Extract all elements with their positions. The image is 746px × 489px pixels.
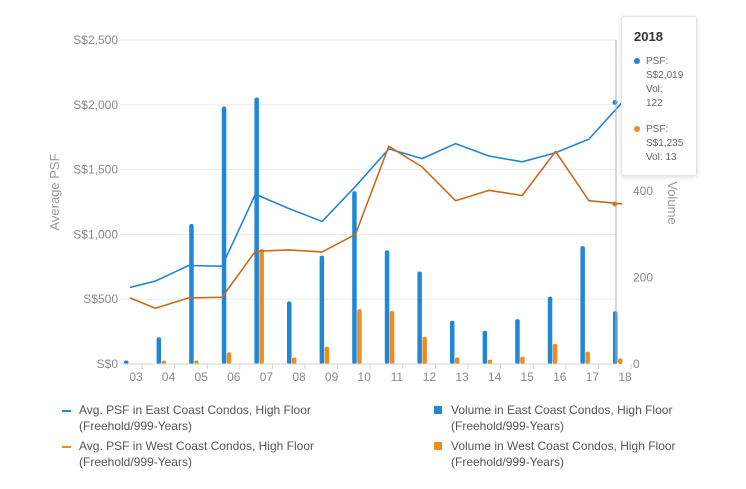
bar-east-volume	[352, 191, 357, 364]
bar-west-volume	[194, 360, 199, 364]
bar-east-volume	[156, 337, 162, 364]
y-axis-right-title: Volume	[665, 181, 680, 224]
x-tick-label: 14	[488, 370, 502, 384]
legend-label: Volume in West Coast Condos, High Floor …	[451, 439, 676, 469]
x-tick-label: 07	[260, 370, 274, 384]
bar-east-volume	[580, 246, 585, 364]
legend-label: Avg. PSF in East Coast Condos, High Floo…	[79, 403, 311, 433]
x-tick-label: 11	[391, 370, 404, 384]
legend-item-east-psf[interactable]: Avg. PSF in East Coast Condos, High Floo…	[62, 402, 344, 434]
bar-east-volume	[221, 106, 227, 364]
y-left-tick-label: S$1,000	[73, 227, 118, 241]
y-left-tick-label: S$2,500	[73, 33, 118, 47]
bar-east-volume	[515, 319, 520, 364]
x-tick-label: 09	[325, 370, 339, 384]
y-left-tick-label: S$0	[97, 357, 119, 371]
x-tick-label: 08	[292, 370, 306, 384]
x-tick-label: 06	[227, 370, 241, 384]
point-west-psf-2018	[612, 201, 618, 207]
bar-west-volume	[389, 310, 395, 364]
x-tick-label: 04	[162, 370, 176, 384]
bar-west-volume	[324, 346, 330, 364]
bar-east-volume	[417, 271, 422, 364]
bar-west-volume	[585, 351, 590, 364]
bar-west-volume	[618, 358, 623, 364]
y-right-tick-label: 400	[633, 184, 653, 198]
legend-box-marker	[434, 442, 442, 450]
tooltip-year: 2018	[634, 29, 663, 44]
x-tick-label: 13	[455, 370, 469, 384]
legend-box-marker	[434, 406, 442, 414]
x-tick-label: 15	[521, 370, 535, 384]
tooltip-row-west: PSF: S$1,235 Vol: 13	[634, 123, 683, 165]
legend-item-west-psf[interactable]: Avg. PSF in West Coast Condos, High Floo…	[62, 438, 344, 470]
legend-label: Volume in East Coast Condos, High Floor …	[451, 403, 673, 433]
y-right-tick-label: 0	[633, 357, 640, 371]
gridlines	[120, 39, 616, 300]
tooltip: 2018 PSF: S$2,019 Vol: 122 PSF: S$1,235 …	[621, 16, 697, 176]
x-tick-label: 10	[358, 370, 372, 384]
y-right-tick-label: 200	[633, 271, 653, 285]
bar-east-volume	[287, 301, 292, 364]
bar-west-volume	[161, 360, 167, 364]
bar-west-volume	[422, 336, 427, 364]
point-east-psf-2018	[612, 99, 618, 105]
bar-west-volume	[455, 357, 460, 364]
bar-west-volume	[520, 356, 525, 364]
volume-bars	[124, 97, 623, 365]
bar-east-volume	[450, 320, 455, 364]
line-west-psf	[129, 145, 623, 310]
bar-east-volume	[547, 296, 553, 364]
x-tick-label: 03	[129, 370, 143, 384]
psf-lines	[129, 99, 623, 310]
tooltip-dot-east	[634, 58, 640, 64]
bar-west-volume	[259, 249, 264, 364]
legend-line-marker	[62, 410, 71, 412]
legend: Avg. PSF in East Coast Condos, High Floo…	[62, 402, 732, 476]
axes: S$0 S$500 S$1,000 S$1,500 S$2,000 S$2,500 0 200…	[73, 33, 653, 384]
tooltip-text-west: PSF: S$1,235 Vol: 13	[646, 124, 684, 163]
x-tick-label: 12	[423, 370, 437, 384]
bar-west-volume	[292, 357, 297, 364]
bar-east-volume	[319, 255, 325, 364]
tooltip-dot-west	[634, 126, 640, 132]
bar-east-volume	[189, 224, 194, 364]
x-tick-label: 18	[618, 370, 632, 384]
bar-east-volume	[254, 97, 259, 365]
tooltip-row-east: PSF: S$2,019 Vol: 122	[634, 55, 683, 111]
bar-west-volume	[487, 359, 493, 364]
y-left-tick-label: S$2,000	[73, 98, 118, 112]
legend-label: Avg. PSF in West Coast Condos, High Floo…	[79, 439, 314, 469]
legend-item-west-volume[interactable]: Volume in West Coast Condos, High Floor …	[434, 438, 716, 470]
y-left-tick-label: S$1,500	[73, 163, 118, 177]
y-left-tick-label: S$500	[83, 292, 118, 306]
x-tick-label: 16	[553, 370, 567, 384]
bar-east-volume	[482, 330, 488, 364]
legend-item-east-volume[interactable]: Volume in East Coast Condos, High Floor …	[434, 402, 716, 434]
x-tick-label: 17	[586, 370, 600, 384]
bar-west-volume	[357, 309, 362, 364]
bar-east-volume	[613, 311, 618, 364]
bar-west-volume	[552, 343, 558, 364]
legend-line-marker	[62, 446, 71, 448]
x-tick-label: 05	[195, 370, 209, 384]
bar-east-volume	[124, 360, 129, 364]
y-axis-left-title: Average PSF	[47, 153, 62, 230]
combo-chart: S$0 S$500 S$1,000 S$1,500 S$2,000 S$2,500 0 200…	[47, 33, 680, 384]
bar-east-volume	[384, 250, 390, 364]
bar-west-volume	[226, 352, 232, 364]
line-east-psf	[129, 101, 623, 289]
tooltip-text-east: PSF: S$2,019 Vol: 122	[646, 56, 684, 109]
